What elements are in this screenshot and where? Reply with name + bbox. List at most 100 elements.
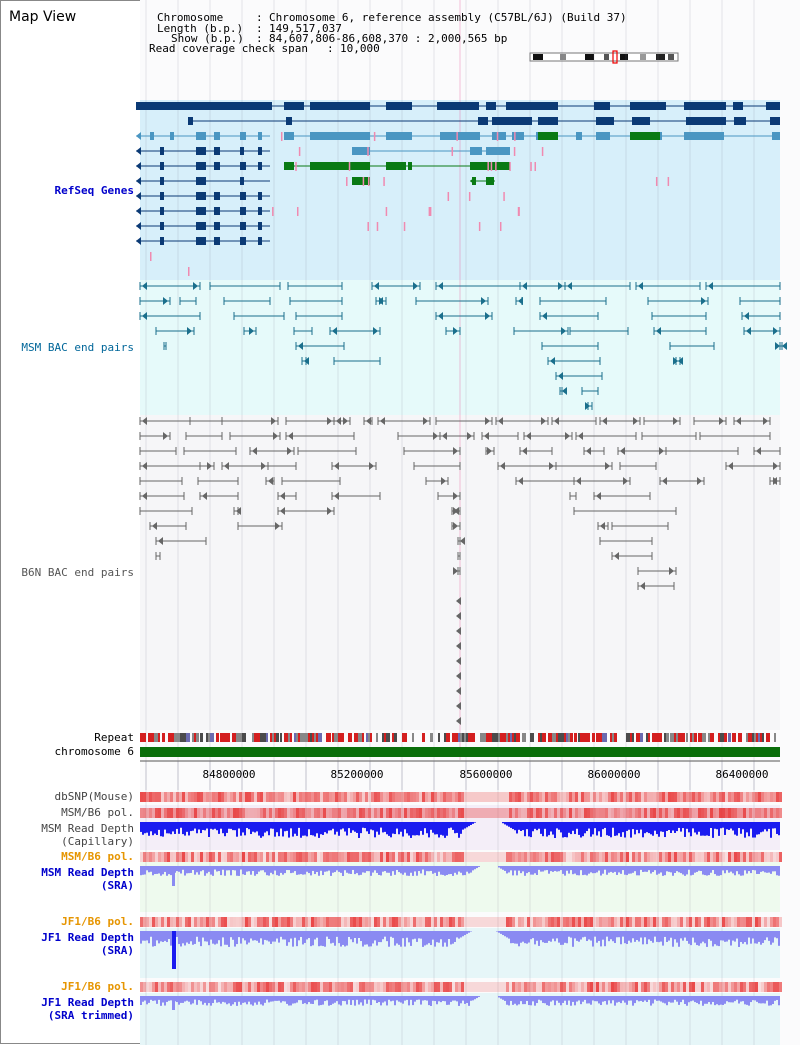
polymorphism-cell (539, 808, 542, 818)
jf1-trim-depth-bar (386, 996, 388, 1006)
jf1-trim-depth-bar (342, 996, 344, 1001)
jf1-trim-depth-bar (370, 996, 372, 1006)
jf1-sra-depth-bar (162, 931, 164, 942)
polymorphism-cell (431, 982, 434, 992)
polymorphism-cell (368, 792, 371, 802)
length-label: Length (b.p.) (157, 22, 244, 35)
dbsnp-label[interactable]: dbSNP(Mouse) (54, 790, 134, 803)
jf1-sra-depth-bar (240, 931, 242, 944)
polymorphism-cell (299, 852, 302, 862)
msm-b6-pol-sra-label[interactable]: MSM/B6 pol. (61, 850, 134, 863)
gene-exon (310, 102, 370, 110)
polymorphism-cell (341, 917, 344, 927)
polymorphism-cell (614, 792, 617, 802)
show-value: 84,607,806-86,608,370 : 2,000,565 bp (269, 32, 508, 45)
bac-end-arrow (485, 417, 490, 425)
msm-sra-depth-bar (440, 866, 442, 875)
polymorphism-cell (323, 917, 326, 927)
msm-capillary-depth-bar (462, 822, 464, 830)
polymorphism-cell (752, 808, 755, 818)
msm-read-depth-capillary-label-1[interactable]: MSM Read Depth (41, 822, 134, 835)
polymorphism-cell (422, 808, 425, 818)
polymorphism-cell (374, 792, 377, 802)
polymorphism-cell (356, 982, 359, 992)
bac-end-arrow (518, 477, 523, 485)
msm-capillary-depth-bar (250, 822, 252, 835)
msm-read-depth-sra-label-1[interactable]: MSM Read Depth (41, 866, 134, 879)
repeat-element (362, 733, 364, 742)
jf1-trim-depth-bar (676, 996, 678, 1002)
alt-transcript-tick (541, 147, 544, 156)
jf1-trim-depth-bar (544, 996, 546, 1004)
jf1-b6-pol-2-label[interactable]: JF1/B6 pol. (61, 980, 134, 993)
msm-capillary-depth-bar (446, 822, 448, 836)
jf1-trim-depth-bar (714, 996, 716, 1006)
msm-sra-depth-bar (690, 866, 692, 876)
jf1-trim-depth-bar (580, 996, 582, 1005)
bac-end-arrow (142, 417, 147, 425)
jf1-trim-depth-bar (732, 996, 734, 1003)
jf1-sra-depth-bar (634, 931, 636, 942)
jf1-trim-depth-bar (216, 996, 218, 1003)
polymorphism-cell (533, 808, 536, 818)
polymorphism-cell (725, 792, 728, 802)
jf1-trim-depth-bar (200, 996, 202, 1002)
alt-transcript-tick (496, 132, 499, 141)
jf1-read-depth-trimmed-label-1[interactable]: JF1 Read Depth (41, 996, 134, 1009)
gene-exon (170, 132, 174, 140)
polymorphism-cell (152, 917, 155, 927)
alt-transcript-tick (456, 132, 458, 141)
polymorphism-cell (551, 917, 554, 927)
jf1-trim-depth-bar (692, 996, 694, 1001)
polymorphism-cell (662, 808, 665, 818)
polymorphism-cell (419, 792, 422, 802)
msm-sra-depth-bar (668, 866, 670, 872)
jf1-trim-depth-bar (336, 996, 338, 1002)
refseq-genes-label[interactable]: RefSeq Genes (54, 184, 134, 197)
jf1-read-depth-sra-label-1[interactable]: JF1 Read Depth (41, 931, 134, 944)
polymorphism-cell (473, 852, 476, 862)
msm-capillary-depth-bar (558, 822, 560, 830)
msm-capillary-depth-bar (438, 822, 440, 838)
b6n-bac-label[interactable]: B6N BAC end pairs (21, 566, 134, 579)
polymorphism-cell (605, 852, 608, 862)
jf1-b6-pol-label[interactable]: JF1/B6 pol. (61, 915, 134, 928)
msm-capillary-depth-bar (350, 822, 352, 833)
jf1-trim-depth-bar (644, 996, 646, 1001)
msm-capillary-depth-bar (512, 822, 514, 830)
msm-sra-depth-bar (428, 866, 430, 872)
jf1-sra-depth-bar (368, 931, 370, 947)
polymorphism-cell (749, 792, 752, 802)
polymorphism-cell (446, 852, 449, 862)
msm-sra-depth-bar (318, 866, 320, 876)
polymorphism-cell (539, 982, 542, 992)
gene-exon (486, 147, 510, 155)
jf1-sra-depth-bar (432, 931, 434, 940)
msm-bac-label[interactable]: MSM BAC end pairs (21, 341, 134, 354)
msm-b6-pol-capillary-label[interactable]: MSM/B6 pol. (61, 806, 134, 819)
polymorphism-cell (584, 792, 587, 802)
polymorphism-cell (752, 792, 755, 802)
repeat-element (446, 733, 450, 742)
polymorphism-cell (509, 808, 512, 818)
repeat-element (238, 733, 240, 742)
msm-capillary-depth-bar (662, 822, 664, 832)
polymorphism-cell (497, 917, 500, 927)
gene-exon (258, 132, 262, 140)
polymorphism-cell (629, 917, 632, 927)
msm-sra-depth-bar (510, 866, 512, 871)
bac-end-arrow (460, 537, 465, 545)
msm-sra-depth-bar (324, 866, 326, 872)
jf1-trim-depth-bar (440, 996, 442, 1003)
polymorphism-cell (326, 982, 329, 992)
bac-end-arrow (518, 297, 523, 305)
polymorphism-cell (662, 982, 665, 992)
polymorphism-cell (512, 792, 515, 802)
jf1-sra-depth-bar (470, 931, 472, 932)
msm-sra-depth-bar (268, 866, 270, 876)
bac-end-arrow (522, 447, 527, 455)
jf1-trim-depth-bar (672, 996, 674, 1003)
polymorphism-cell (602, 917, 605, 927)
bac-end-arrow (334, 462, 339, 470)
